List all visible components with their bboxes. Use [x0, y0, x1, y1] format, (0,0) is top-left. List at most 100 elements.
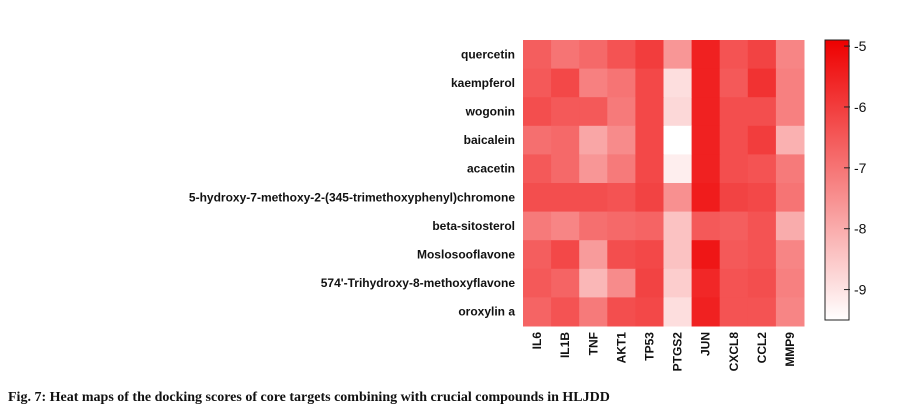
heatmap-cell: [579, 240, 608, 270]
heatmap-cell: [635, 68, 664, 98]
row-label: quercetin: [461, 47, 515, 61]
column-label: AKT1: [614, 332, 628, 364]
row-label: acacetin: [467, 162, 515, 176]
heatmap-cell: [663, 40, 693, 70]
heatmap-cell: [775, 97, 805, 127]
heatmap-cell: [607, 268, 636, 298]
heatmap-cell: [747, 68, 777, 98]
heatmap-cell: [719, 240, 749, 270]
heatmap-cell: [523, 40, 552, 70]
heatmap-cell: [635, 97, 664, 127]
heatmap-cell: [523, 297, 552, 327]
heatmap-cell: [551, 268, 580, 298]
heatmap-cell: [579, 40, 608, 70]
heatmap-cell: [747, 125, 777, 155]
column-labels: IL6 IL1B TNF AKT1 TP53 PTGS2 JUN CXCL8 CCL2 MMP9: [530, 332, 797, 372]
heatmap-cell: [719, 40, 749, 70]
heatmap-cell: [719, 125, 749, 155]
heatmap-cell: [607, 297, 636, 327]
heatmap-cell: [635, 268, 664, 298]
heatmap-cell: [691, 125, 721, 155]
heatmap-cell: [747, 40, 777, 70]
heatmap-cell: [663, 297, 693, 327]
heatmap-cell: [719, 183, 749, 213]
colorbar-tick-label: -5: [854, 38, 867, 54]
heatmap-cell: [607, 97, 636, 127]
heatmap-cell: [551, 154, 580, 184]
heatmap-cell: [775, 154, 805, 184]
heatmap-cell: [747, 211, 777, 241]
colorbar: -5 -6 -7 -8 -9: [824, 38, 867, 321]
heatmap-cell: [551, 240, 580, 270]
heatmap-cell: [607, 68, 636, 98]
heatmap-cell: [719, 68, 749, 98]
heatmap-cell: [635, 240, 664, 270]
heatmap-cell: [523, 125, 552, 155]
row-label: 5-hydroxy-7-methoxy-2-(345-trimethoxyphe…: [189, 190, 515, 204]
heatmap-cell: [663, 125, 693, 155]
heatmap-cell: [607, 154, 636, 184]
heatmap-cell: [775, 297, 805, 327]
row-labels: quercetin kaempferol wogonin baicalein acace…: [189, 47, 515, 318]
row-label: Moslosooflavone: [417, 248, 515, 262]
row-label: kaempferol: [451, 76, 515, 90]
heatmap-cell: [691, 183, 721, 213]
row-label: oroxylin a: [458, 305, 515, 319]
column-label: IL1B: [558, 332, 572, 358]
heatmap-cell: [747, 154, 777, 184]
heatmap-cell: [579, 154, 608, 184]
heatmap-cell: [635, 40, 664, 70]
heatmap-cells: [523, 40, 805, 327]
heatmap-cell: [551, 97, 580, 127]
heatmap-cell: [551, 211, 580, 241]
row-label: baicalein: [464, 133, 515, 147]
figure-caption: Fig. 7: Heat maps of the docking scores …: [8, 390, 610, 405]
heatmap-cell: [775, 211, 805, 241]
heatmap-cell: [523, 183, 552, 213]
heatmap-cell: [551, 297, 580, 327]
heatmap-cell: [523, 68, 552, 98]
heatmap-cell: [691, 40, 721, 70]
heatmap-cell: [635, 297, 664, 327]
heatmap-cell: [691, 268, 721, 298]
heatmap-cell: [719, 268, 749, 298]
row-label: 574'-Trihydroxy-8-methoxyflavone: [321, 276, 516, 290]
heatmap-cell: [635, 125, 664, 155]
heatmap-cell: [747, 268, 777, 298]
colorbar-tick-label: -8: [854, 221, 867, 237]
heatmap-cell: [747, 297, 777, 327]
column-label: MMP9: [783, 332, 797, 367]
colorbar-tick-label: -9: [854, 282, 867, 298]
heatmap-cell: [635, 154, 664, 184]
heatmap-cell: [663, 97, 693, 127]
colorbar-tick-label: -7: [854, 160, 867, 176]
heatmap-cell: [775, 40, 805, 70]
column-label: CCL2: [755, 332, 769, 364]
heatmap-cell: [607, 125, 636, 155]
heatmap-cell: [579, 97, 608, 127]
heatmap-cell: [579, 183, 608, 213]
heatmap-cell: [635, 211, 664, 241]
column-label: TP53: [642, 332, 656, 361]
heatmap-cell: [607, 183, 636, 213]
heatmap-cell: [775, 125, 805, 155]
heatmap-cell: [747, 183, 777, 213]
heatmap-cell: [523, 97, 552, 127]
heatmap-cell: [523, 240, 552, 270]
heatmap-cell: [551, 125, 580, 155]
heatmap-cell: [719, 211, 749, 241]
heatmap-cell: [691, 297, 721, 327]
heatmap-cell: [663, 211, 693, 241]
heatmap-cell: [691, 211, 721, 241]
column-label: TNF: [586, 332, 600, 355]
column-label: CXCL8: [727, 332, 741, 372]
column-label: JUN: [699, 332, 713, 356]
heatmap-cell: [663, 68, 693, 98]
heatmap-cell: [579, 211, 608, 241]
heatmap-cell: [719, 154, 749, 184]
heatmap-cell: [551, 183, 580, 213]
heatmap-cell: [719, 297, 749, 327]
heatmap-cell: [523, 211, 552, 241]
heatmap-cell: [691, 68, 721, 98]
